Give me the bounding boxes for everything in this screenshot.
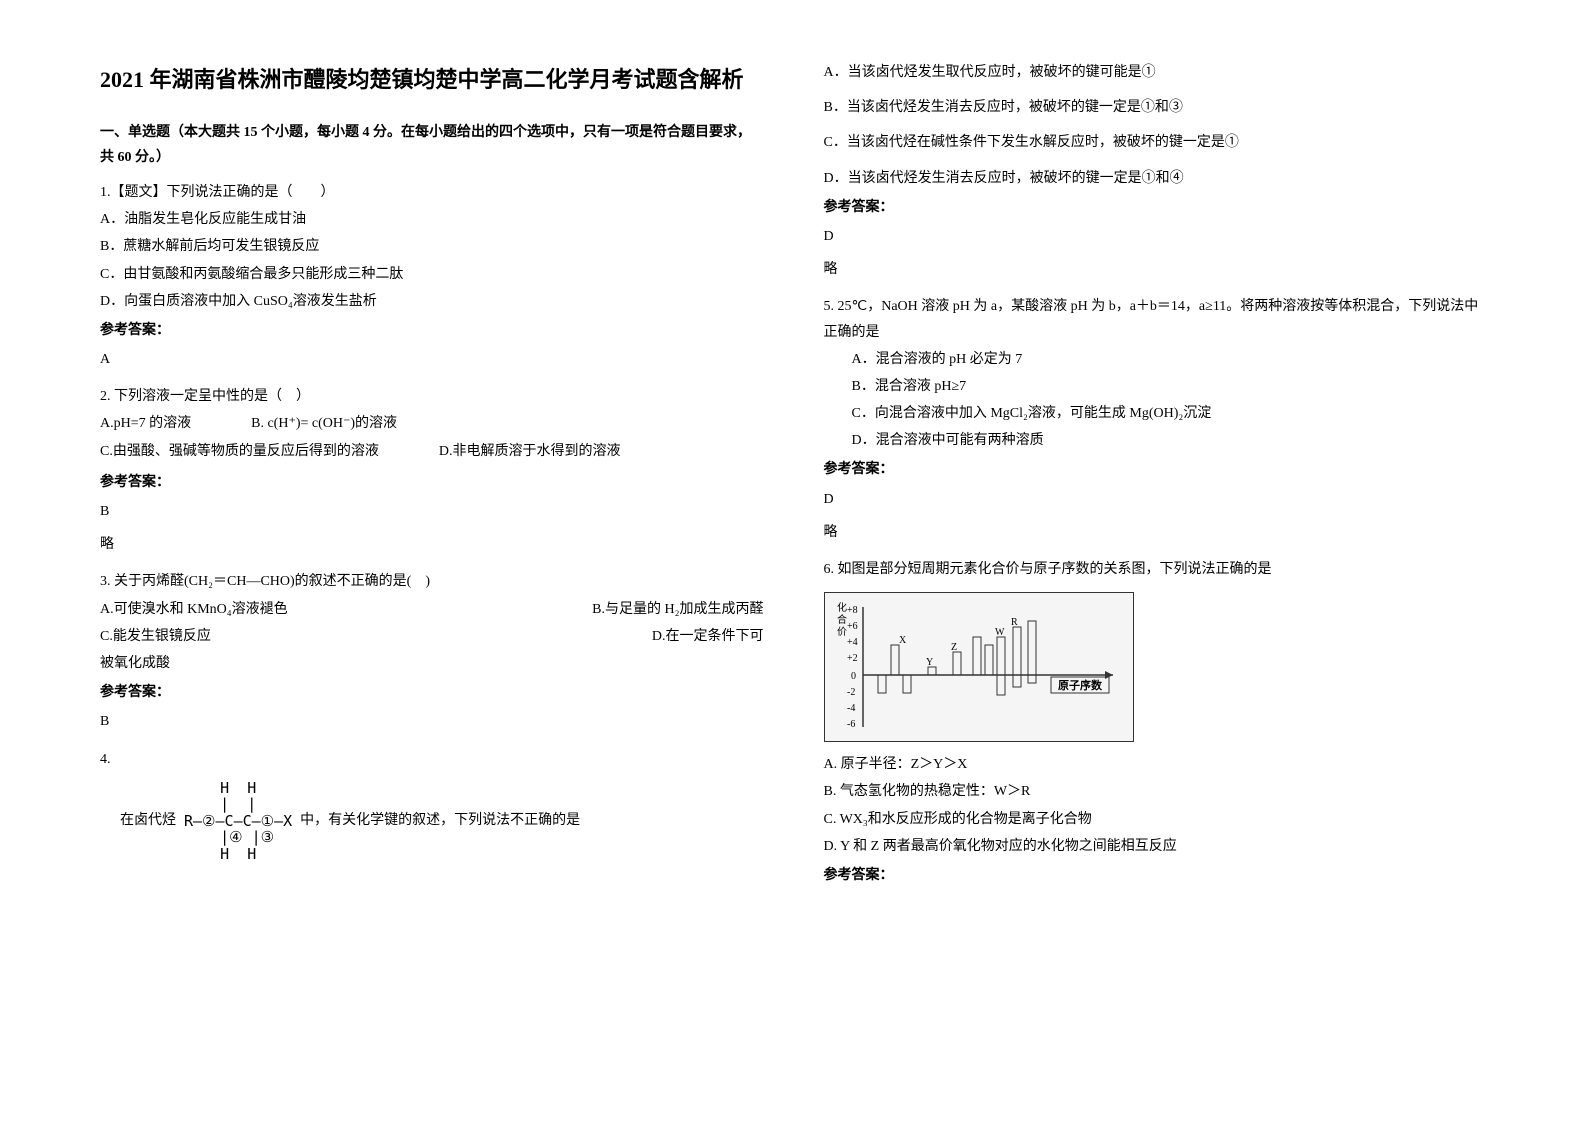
- q4-suffix: 中，有关化学键的叙述，下列说法不正确的是: [300, 808, 580, 833]
- q3-opt-c: C.能发生银镜反应: [100, 624, 211, 649]
- svg-text:Z: Z: [951, 642, 957, 653]
- section-header: 一、单选题（本大题共 15 个小题，每小题 4 分。在每小题给出的四个选项中，只…: [100, 120, 764, 170]
- valence-chart: 化 合 价 +8 +6 +4 +2 0 -2 -4 -6 原子序数 X: [824, 592, 1134, 742]
- svg-text:-2: -2: [847, 687, 855, 698]
- q5-opt-d: D．混合溶液中可能有两种溶质: [852, 428, 1488, 453]
- q6-opt-b: B. 气态氢化物的热稳定性：W＞R: [824, 779, 1488, 804]
- q6-opt-a: A. 原子半径：Z＞Y＞X: [824, 752, 1488, 777]
- svg-text:合: 合: [837, 613, 847, 626]
- q2-stem: 2. 下列溶液一定呈中性的是（ ）: [100, 384, 764, 409]
- q5-opt-b: B．混合溶液 pH≥7: [852, 374, 1488, 399]
- q6-opt-c: C. WX₃和水反应形成的化合物是离子化合物: [824, 807, 1488, 832]
- svg-text:价: 价: [837, 626, 847, 638]
- svg-text:-6: -6: [847, 719, 855, 730]
- page-title: 2021 年湖南省株洲市醴陵均楚镇均楚中学高二化学月考试题含解析: [100, 60, 764, 100]
- question-1: 1.【题文】下列说法正确的是（ ） A．油脂发生皂化反应能生成甘油 B．蔗糖水解…: [100, 180, 764, 380]
- q3-opt-a: A.可使溴水和 KMnO₄溶液褪色: [100, 597, 288, 622]
- question-4: 4. 在卤代烃 H H | | R—②—C—C—①—X |④ |③ H H 中，…: [100, 747, 764, 869]
- q5-lue: 略: [824, 520, 1488, 545]
- q1-answer: A: [100, 347, 764, 372]
- q1-opt-a: A．油脂发生皂化反应能生成甘油: [100, 207, 764, 232]
- right-column: A．当该卤代烃发生取代反应时，被破坏的键可能是① B．当该卤代烃发生消去反应时，…: [824, 60, 1488, 1062]
- q3-answer: B: [100, 709, 764, 734]
- q4-prefix: 在卤代烃: [100, 808, 176, 833]
- q1-opt-d: D．向蛋白质溶液中加入 CuSO₄溶液发生盐析: [100, 289, 764, 314]
- q3-opt-b: B.与足量的 H₂加成生成丙醛: [592, 597, 763, 622]
- q6-stem: 6. 如图是部分短周期元素化合价与原子序数的关系图，下列说法正确的是: [824, 557, 1488, 582]
- left-column: 2021 年湖南省株洲市醴陵均楚镇均楚中学高二化学月考试题含解析 一、单选题（本…: [100, 60, 764, 1062]
- q4-opt-d: D．当该卤代烃发生消去反应时，被破坏的键一定是①和④: [824, 166, 1488, 191]
- svg-text:+4: +4: [847, 637, 858, 648]
- q2-answer: B: [100, 499, 764, 524]
- chart-svg: 化 合 价 +8 +6 +4 +2 0 -2 -4 -6 原子序数 X: [833, 597, 1133, 737]
- q3-opt-d-part1: D.在一定条件下可: [652, 624, 764, 649]
- answer-label: 参考答案：: [100, 318, 764, 343]
- svg-text:+6: +6: [847, 621, 858, 632]
- q3-opt-d-part2: 被氧化成酸: [100, 651, 764, 676]
- q4-opt-a: A．当该卤代烃发生取代反应时，被破坏的键可能是①: [824, 60, 1488, 85]
- question-2: 2. 下列溶液一定呈中性的是（ ） A.pH=7 的溶液 B. c(H⁺)= c…: [100, 384, 764, 565]
- q2-opt-b: B. c(H⁺)= c(OH⁻)的溶液: [251, 411, 397, 436]
- q1-opt-b: B．蔗糖水解前后均可发生银镜反应: [100, 234, 764, 259]
- svg-text:0: 0: [851, 671, 856, 682]
- q2-opt-c: C.由强酸、强碱等物质的量反应后得到的溶液: [100, 439, 379, 464]
- answer-label: 参考答案：: [824, 457, 1488, 482]
- svg-text:原子序数: 原子序数: [1058, 678, 1103, 692]
- answer-label: 参考答案：: [824, 195, 1488, 220]
- question-6: 6. 如图是部分短周期元素化合价与原子序数的关系图，下列说法正确的是 化 合 价…: [824, 557, 1488, 892]
- q5-stem: 5. 25℃，NaOH 溶液 pH 为 a，某酸溶液 pH 为 b，a＋b＝14…: [824, 294, 1488, 344]
- structure-diagram: H H | | R—②—C—C—①—X |④ |③ H H: [184, 780, 292, 863]
- q1-opt-c: C．由甘氨酸和丙氨酸缩合最多只能形成三种二肽: [100, 262, 764, 287]
- answer-label: 参考答案：: [824, 863, 1488, 888]
- q5-opt-c: C．向混合溶液中加入 MgCl₂溶液，可能生成 Mg(OH)₂沉淀: [852, 401, 1488, 426]
- q2-opt-a: A.pH=7 的溶液: [100, 411, 191, 436]
- svg-text:X: X: [899, 635, 907, 646]
- svg-text:化: 化: [837, 601, 847, 614]
- question-3: 3. 关于丙烯醛(CH₂＝CH—CHO)的叙述不正确的是( ) A.可使溴水和 …: [100, 569, 764, 742]
- svg-text:+2: +2: [847, 653, 858, 664]
- q3-stem: 3. 关于丙烯醛(CH₂＝CH—CHO)的叙述不正确的是( ): [100, 569, 764, 594]
- q4-lue: 略: [824, 257, 1488, 282]
- answer-label: 参考答案：: [100, 470, 764, 495]
- q4-opt-b: B．当该卤代烃发生消去反应时，被破坏的键一定是①和③: [824, 95, 1488, 120]
- q2-opt-d: D.非电解质溶于水得到的溶液: [439, 439, 621, 464]
- q4-opt-c: C．当该卤代烃在碱性条件下发生水解反应时，被破坏的键一定是①: [824, 130, 1488, 155]
- q2-lue: 略: [100, 532, 764, 557]
- svg-text:W: W: [995, 627, 1005, 638]
- q5-answer: D: [824, 487, 1488, 512]
- q6-opt-d: D. Y 和 Z 两者最高价氧化物对应的水化物之间能相互反应: [824, 834, 1488, 859]
- svg-text:R: R: [1011, 617, 1018, 628]
- q4-stem: 4.: [100, 747, 764, 772]
- q5-opt-a: A．混合溶液的 pH 必定为 7: [852, 347, 1488, 372]
- answer-label: 参考答案：: [100, 680, 764, 705]
- svg-text:-4: -4: [847, 703, 855, 714]
- question-4-options: A．当该卤代烃发生取代反应时，被破坏的键可能是① B．当该卤代烃发生消去反应时，…: [824, 60, 1488, 290]
- svg-text:+8: +8: [847, 605, 858, 616]
- question-5: 5. 25℃，NaOH 溶液 pH 为 a，某酸溶液 pH 为 b，a＋b＝14…: [824, 294, 1488, 553]
- q4-answer: D: [824, 224, 1488, 249]
- q1-stem: 1.【题文】下列说法正确的是（ ）: [100, 180, 764, 205]
- svg-text:Y: Y: [926, 657, 933, 668]
